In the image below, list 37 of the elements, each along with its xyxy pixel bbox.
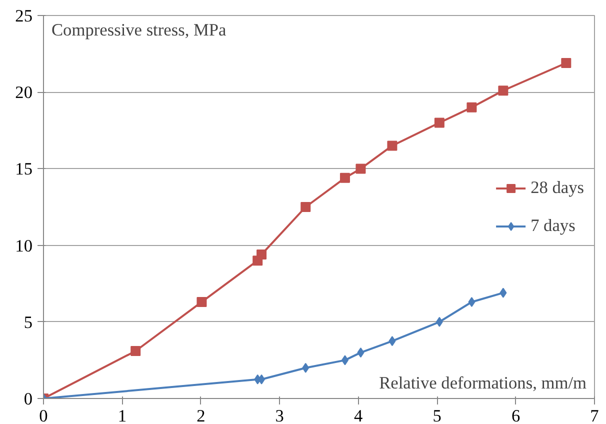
x-tick-label: 0 [39, 406, 48, 424]
y-tick-label: 15 [15, 160, 32, 179]
point [341, 355, 348, 366]
point [302, 362, 310, 373]
y-tick-label: 25 [15, 6, 32, 26]
point [196, 296, 207, 307]
point [388, 336, 396, 346]
point [258, 374, 266, 384]
x-axis-title: Relative deformations, mm/m [379, 374, 588, 392]
point [130, 346, 141, 356]
y-tick-label: 0 [24, 390, 33, 408]
x-tick-label: 4 [354, 406, 364, 424]
point [387, 140, 398, 151]
x-tick-label: 6 [511, 406, 520, 424]
point [300, 202, 311, 212]
point [434, 118, 444, 128]
y-tick-label: 20 [15, 83, 32, 102]
x-tick-label: 1 [118, 406, 127, 424]
x-tick-label: 3 [275, 406, 284, 424]
point [500, 288, 507, 298]
y-tick-label: 5 [24, 312, 33, 332]
legend-label: 28 days [530, 178, 584, 198]
point [466, 102, 477, 112]
point [357, 348, 364, 358]
point [356, 164, 366, 174]
point [256, 249, 267, 260]
x-tick-label: 7 [590, 406, 600, 424]
point [561, 58, 572, 68]
y-axis-title: Compressive stress, MPa [52, 20, 227, 40]
x-tick-label: 5 [432, 406, 442, 424]
point [498, 86, 508, 96]
x-tick-label: 2 [196, 406, 206, 424]
legend-label: 7 days [530, 216, 576, 236]
point [340, 172, 350, 183]
point [468, 296, 476, 307]
point [436, 316, 443, 327]
y-tick-label: 10 [15, 236, 32, 256]
